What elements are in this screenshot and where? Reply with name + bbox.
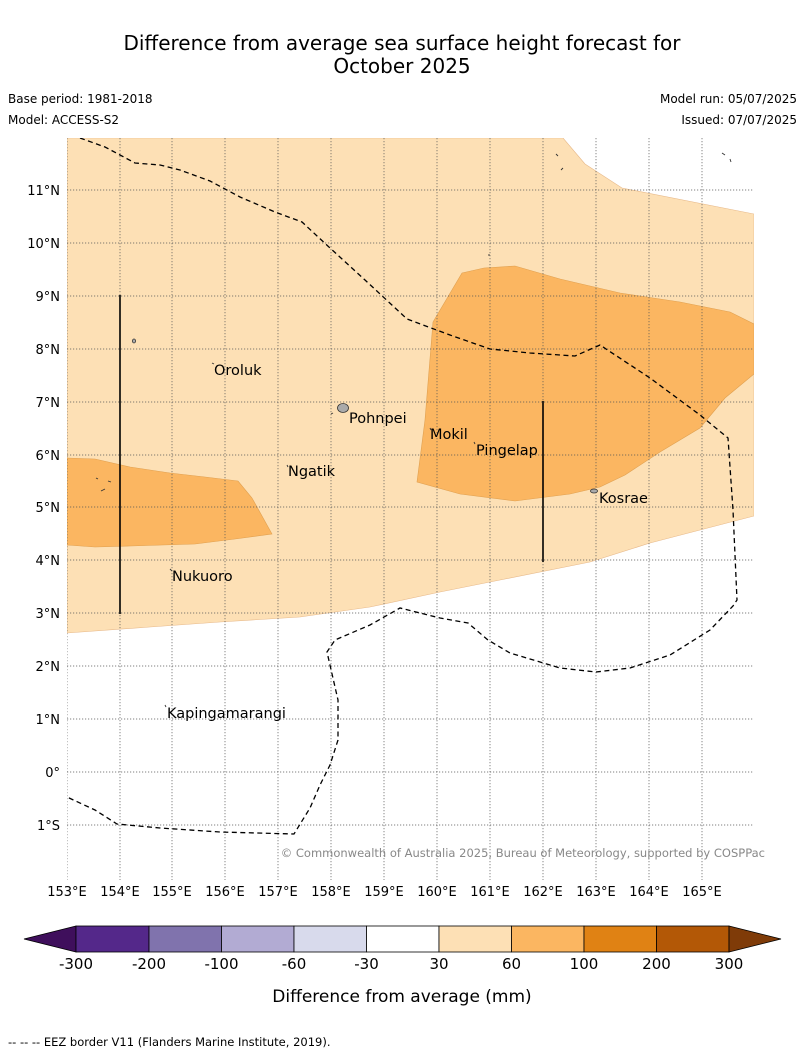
lon-tick-label: 158°E (311, 885, 351, 900)
lon-tick-label: 163°E (576, 885, 616, 900)
lon-tick-label: 164°E (629, 885, 669, 900)
place-label-kapingamarangi: Kapingamarangi (167, 706, 286, 722)
place-label-pingelap: Pingelap (476, 443, 538, 459)
map-title-line1: Difference from average sea surface heig… (123, 31, 681, 55)
lat-tick-label: 7°N (36, 396, 61, 411)
colorbar-swatch (583, 925, 657, 953)
lat-tick-label: 8°N (36, 343, 61, 358)
lon-tick-label: 155°E (152, 885, 192, 900)
place-label-mokil: Mokil (430, 427, 468, 443)
lat-tick-label: 10°N (27, 237, 60, 252)
place-label-ngatik: Ngatik (288, 464, 336, 480)
colorbar-tick-label: -30 (354, 955, 379, 973)
colorbar-tick-label: 60 (502, 955, 521, 973)
map-title: Difference from average sea surface heig… (0, 32, 804, 78)
lat-tick-label: 6°N (36, 449, 61, 464)
colorbar-swatch (438, 925, 512, 953)
model-run: Model run: 05/07/2025 (659, 92, 797, 106)
lon-tick-label: 159°E (364, 885, 404, 900)
colorbar-tick-label: 200 (642, 955, 671, 973)
map-title-line2: October 2025 (333, 54, 471, 78)
lat-tick-label: 1°S (37, 819, 60, 834)
issued-date: Issued: 07/07/2025 (681, 113, 797, 127)
eez-border (67, 138, 738, 835)
place-label-kosrae: Kosrae (599, 491, 648, 507)
lat-tick-label: 9°N (36, 290, 61, 305)
lat-tick-label: 2°N (36, 660, 61, 675)
colorbar-tick-label: 300 (715, 955, 744, 973)
lon-tick-label: 165°E (682, 885, 722, 900)
lon-tick-label: 161°E (470, 885, 510, 900)
colorbar-tick-label: 100 (570, 955, 599, 973)
lat-tick-label: 3°N (36, 607, 61, 622)
pohnpei-island (337, 403, 349, 413)
colorbar-tick-label: -100 (204, 955, 238, 973)
kosrae-island (590, 488, 598, 494)
place-label-nukuoro: Nukuoro (172, 569, 233, 585)
colorbar-title: Difference from average (mm) (272, 987, 532, 1007)
place-label-oroluk: Oroluk (214, 363, 262, 379)
model-name: Model: ACCESS-S2 (8, 113, 120, 127)
colorbar-swatch (366, 925, 440, 953)
islet (131, 338, 136, 344)
islands (131, 338, 598, 494)
lon-tick-label: 153°E (47, 885, 87, 900)
colorbar-swatch (293, 925, 367, 953)
colorbar-extend-high (728, 925, 782, 953)
colorbar-extend-low (23, 925, 77, 953)
colorbar-tick-label: -60 (282, 955, 307, 973)
colorbar (23, 925, 782, 953)
lat-tick-label: 0° (45, 766, 60, 781)
lat-tick-label: 1°N (36, 713, 61, 728)
lat-tick-label: 5°N (36, 501, 61, 516)
lon-tick-label: 157°E (258, 885, 298, 900)
grid-lines (67, 138, 754, 880)
lat-tick-label: 4°N (36, 554, 61, 569)
lon-tick-label: 160°E (417, 885, 457, 900)
colorbar-tick-label: 30 (429, 955, 448, 973)
map-plot-area: Oroluk Pohnpei Mokil Pingelap Ngatik Kos… (67, 138, 754, 880)
lon-tick-label: 156°E (205, 885, 245, 900)
lon-tick-label: 162°E (523, 885, 563, 900)
band-60-100-west (67, 457, 273, 548)
colorbar-swatch (148, 925, 222, 953)
colorbar-swatch (221, 925, 295, 953)
colorbar-tick-label: -200 (132, 955, 166, 973)
colorbar-swatch (75, 925, 150, 953)
lon-tick-label: 154°E (100, 885, 140, 900)
place-label-pohnpei: Pohnpei (349, 411, 407, 427)
colorbar-tick-label: -300 (59, 955, 93, 973)
colorbar-swatch (511, 925, 585, 953)
eez-footnote: -- -- -- EEZ border V11 (Flanders Marine… (8, 1035, 331, 1049)
atoll-marks (95, 152, 732, 708)
lat-tick-label: 11°N (27, 184, 60, 199)
colorbar-swatch (656, 925, 730, 953)
base-period: Base period: 1981-2018 (8, 92, 153, 106)
copyright-notice: © Commonwealth of Australia 2025, Bureau… (281, 846, 765, 860)
band-60-100-east (416, 265, 754, 502)
